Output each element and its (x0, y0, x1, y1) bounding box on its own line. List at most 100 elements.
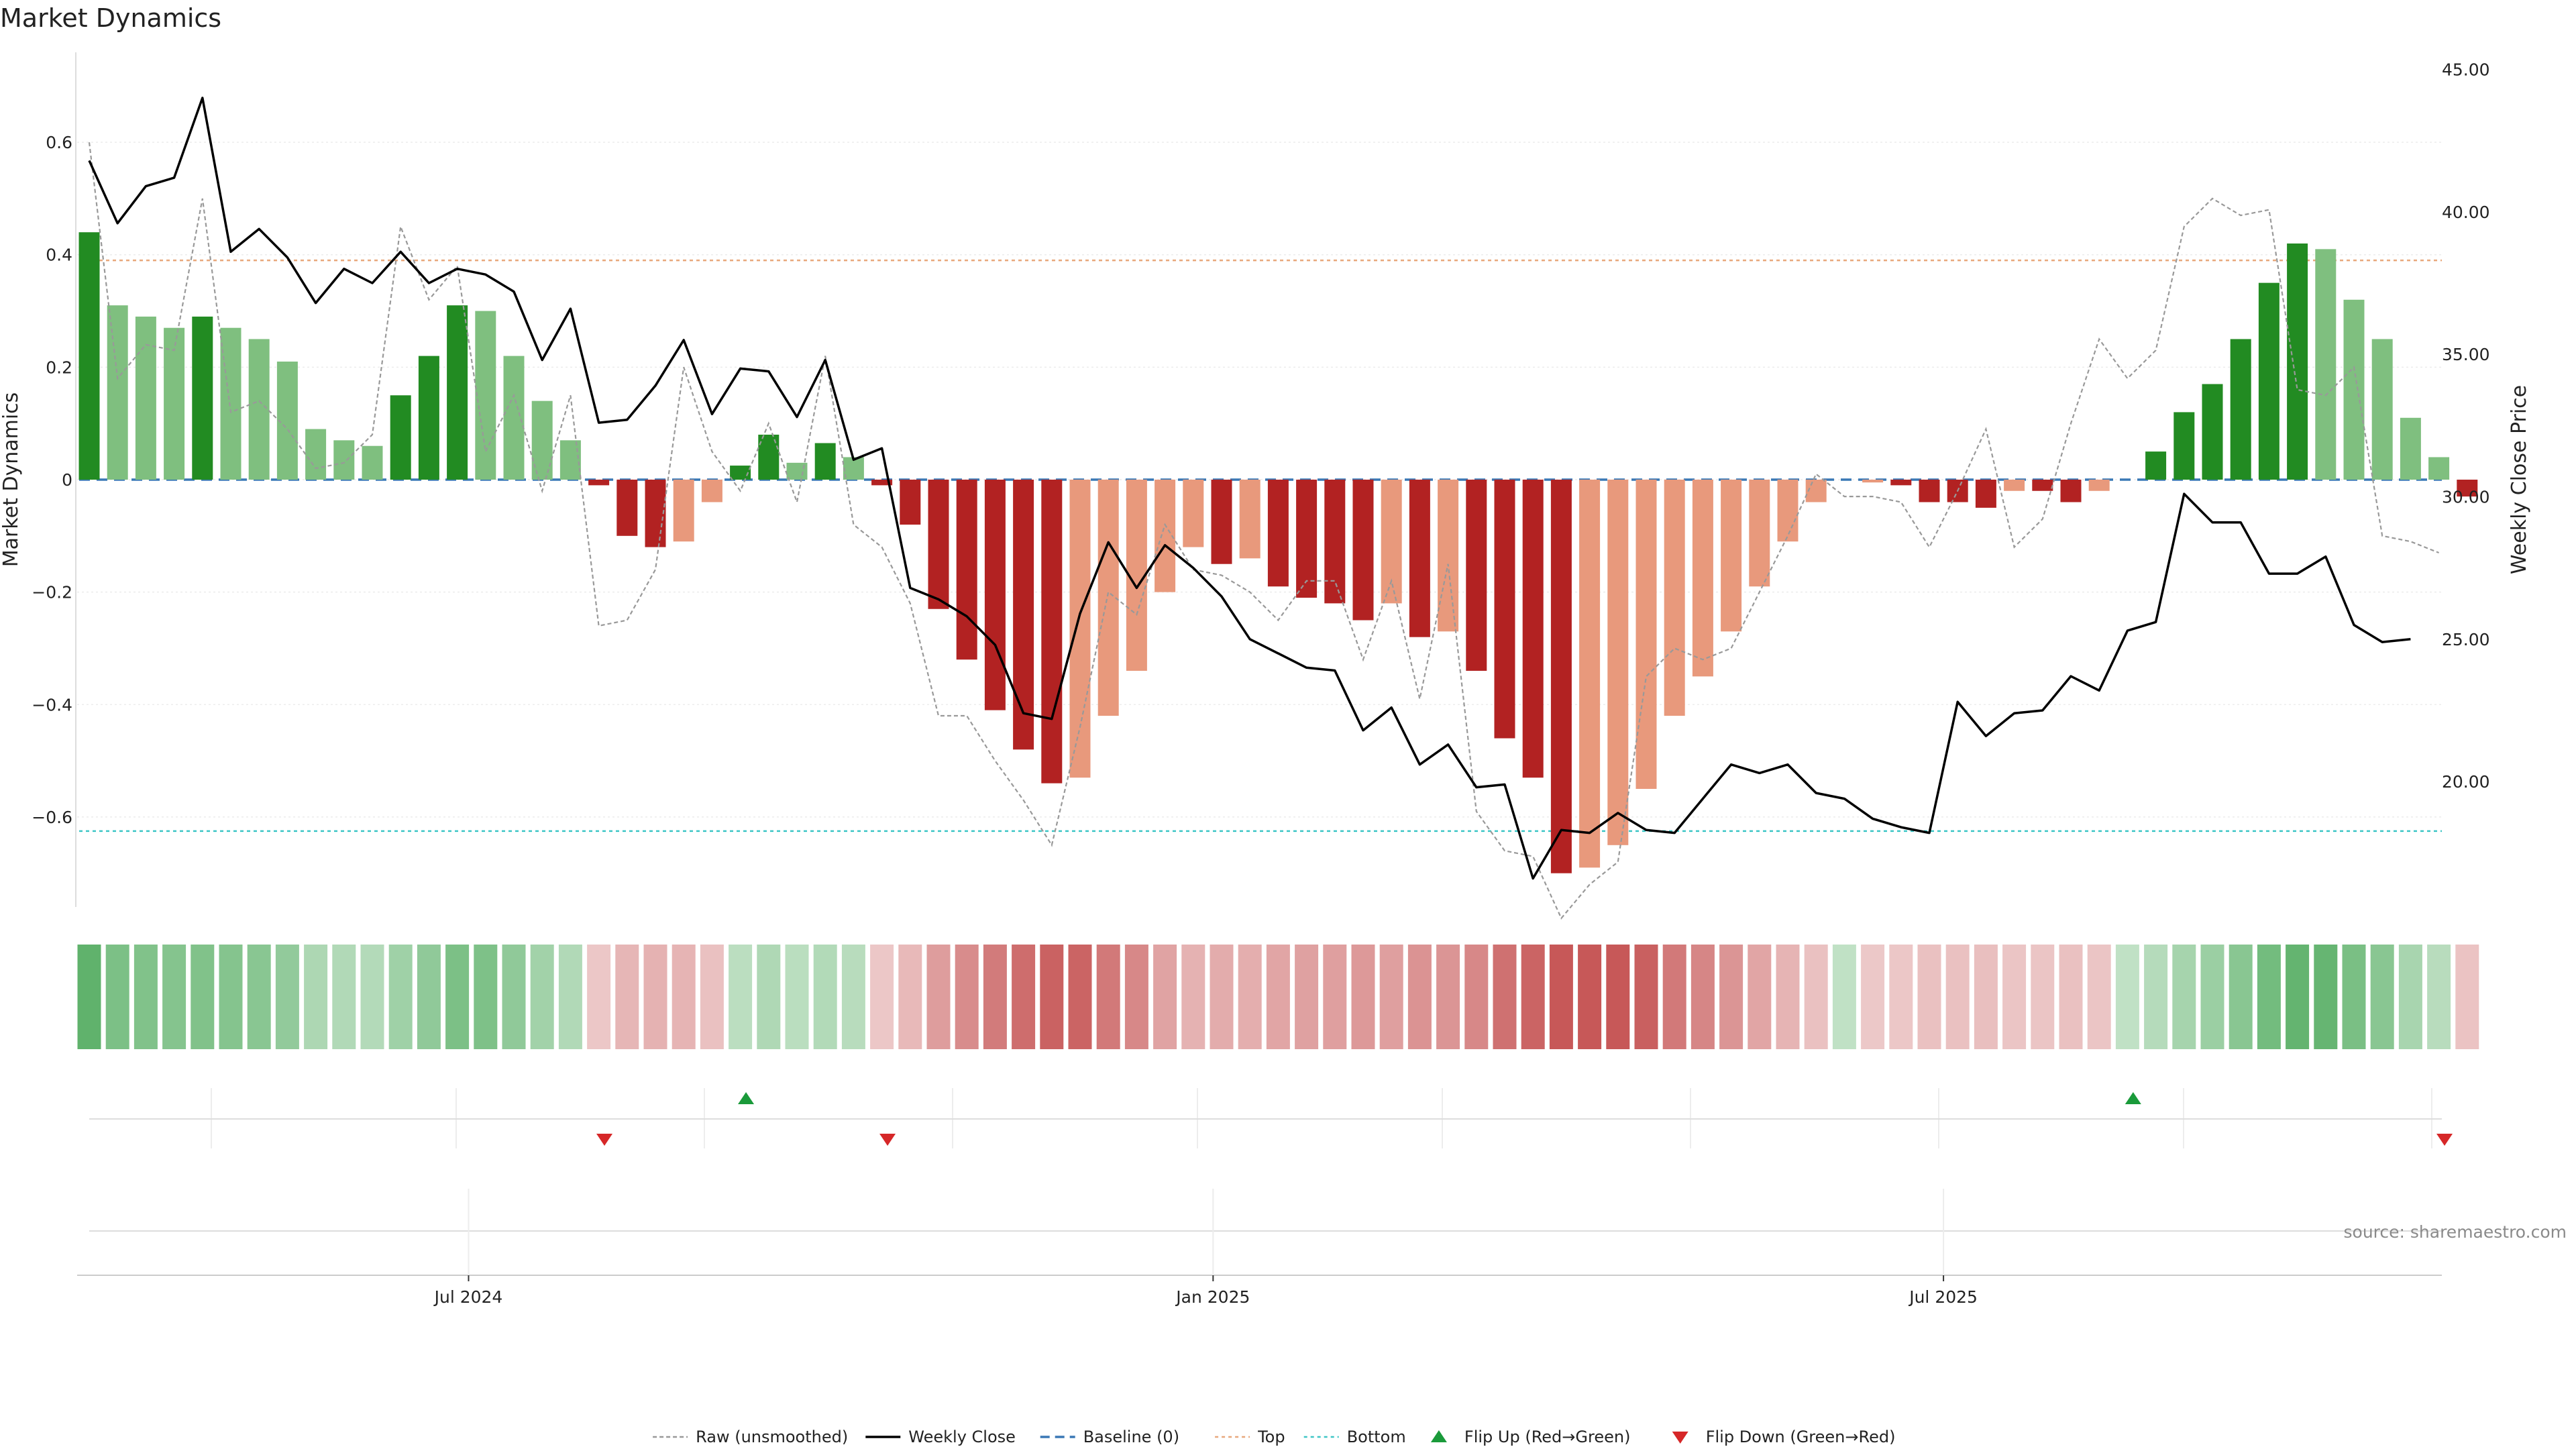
heat-cell (219, 945, 243, 1049)
momentum-bar (1635, 480, 1657, 789)
momentum-bar (2287, 243, 2308, 480)
right-axis: 45.00 40.00 35.00 30.00 25.00 20.00 Weekly Clo… (2442, 60, 2531, 792)
x-tick-label: Jul 2025 (1908, 1287, 1978, 1307)
momentum-bar (107, 305, 128, 480)
momentum-bar (900, 480, 921, 525)
momentum-bar (1211, 480, 1232, 564)
heat-cell (1436, 945, 1460, 1049)
heat-cell (983, 945, 1007, 1049)
legend-swatch-flip-up (1430, 1430, 1447, 1442)
heat-cell (2257, 945, 2281, 1049)
heat-cell (558, 945, 582, 1049)
momentum-bar (928, 480, 949, 609)
heat-cell (1295, 945, 1319, 1049)
heat-cell (1181, 945, 1205, 1049)
heat-cell (672, 945, 696, 1049)
heat-cell (1861, 945, 1885, 1049)
heat-cell (2002, 945, 2027, 1049)
legend-swatch-flip-down (1672, 1432, 1688, 1444)
x-tick-label: Jul 2024 (433, 1287, 503, 1307)
legend-label: Raw (unsmoothed) (696, 1428, 848, 1446)
momentum-bar (1862, 480, 1884, 483)
heat-cell (1493, 945, 1517, 1049)
raw-line (88, 142, 2440, 920)
momentum-bar (1183, 480, 1204, 547)
heat-cell (898, 945, 922, 1049)
momentum-bar (220, 327, 241, 480)
momentum-bar (135, 316, 156, 480)
momentum-bar (588, 480, 610, 486)
momentum-bar (2145, 451, 2167, 480)
momentum-bar (447, 305, 468, 480)
flip-up-marker (2125, 1092, 2141, 1104)
momentum-bar (1239, 480, 1260, 559)
heat-cell (1323, 945, 1347, 1049)
momentum-bar (1013, 480, 1034, 750)
heat-cell (247, 945, 271, 1049)
heat-cell (870, 945, 894, 1049)
left-tick-label: 0.4 (46, 246, 72, 265)
momentum-bar (2258, 282, 2279, 480)
heat-cell (2229, 945, 2253, 1049)
momentum-bar (1409, 480, 1430, 637)
momentum-bars (78, 232, 2478, 873)
momentum-bar (1352, 480, 1374, 621)
heat-cell (1124, 945, 1148, 1049)
heat-cell (105, 945, 129, 1049)
flip-down-marker (2436, 1134, 2453, 1146)
momentum-bar (1777, 480, 1799, 542)
momentum-bar (1919, 480, 1940, 502)
momentum-bar (1381, 480, 1402, 604)
momentum-bar (956, 480, 977, 660)
momentum-bar (1890, 480, 1912, 486)
heat-cell (1210, 945, 1234, 1049)
flip-up-marker (738, 1092, 755, 1104)
heat-cell (2427, 945, 2451, 1049)
momentum-bar (701, 480, 722, 502)
momentum-bar (616, 480, 638, 536)
momentum-bar (1749, 480, 1770, 587)
heat-cell (1748, 945, 1772, 1049)
momentum-bar (1550, 480, 1572, 873)
heat-cell (1776, 945, 1800, 1049)
momentum-bar (418, 356, 439, 480)
heat-cell (1040, 945, 1064, 1049)
heat-cell (304, 945, 328, 1049)
heat-cell (1945, 945, 1970, 1049)
heat-cell (417, 945, 441, 1049)
heat-cell (2172, 945, 2196, 1049)
heat-cell (841, 945, 865, 1049)
heat-cell (2286, 945, 2310, 1049)
right-tick-label: 30.00 (2442, 487, 2490, 506)
momentum-bar (2230, 339, 2251, 480)
legend-label: Bottom (1347, 1428, 1406, 1446)
heat-cell (1379, 945, 1403, 1049)
right-tick-label: 20.00 (2442, 772, 2490, 792)
left-tick-label: 0.2 (46, 358, 72, 377)
momentum-bar (2371, 339, 2393, 480)
heat-cell (1804, 945, 1828, 1049)
heat-cell (1464, 945, 1489, 1049)
heat-cell (1889, 945, 1913, 1049)
momentum-bar (1607, 480, 1629, 845)
momentum-bar (164, 327, 185, 480)
heat-cell (502, 945, 526, 1049)
x-tick-label: Jan 2025 (1175, 1287, 1250, 1307)
heat-cell (729, 945, 753, 1049)
heat-cell (2087, 945, 2111, 1049)
heat-cell (2115, 945, 2139, 1049)
momentum-bar (1041, 480, 1063, 784)
heat-cell (1974, 945, 1998, 1049)
momentum-bar (2400, 417, 2421, 480)
heat-cell (813, 945, 837, 1049)
flip-markers-panel (89, 1088, 2453, 1148)
heat-cell (2342, 945, 2366, 1049)
momentum-bar (2032, 480, 2053, 491)
legend: Raw (unsmoothed) Weekly Close Baseline (0)… (653, 1428, 1895, 1446)
momentum-bar (814, 443, 836, 480)
momentum-bar (1721, 480, 1742, 632)
momentum-bar (276, 361, 298, 480)
heat-cell (2370, 945, 2394, 1049)
heat-cell (1521, 945, 1545, 1049)
momentum-bar (1522, 480, 1544, 778)
